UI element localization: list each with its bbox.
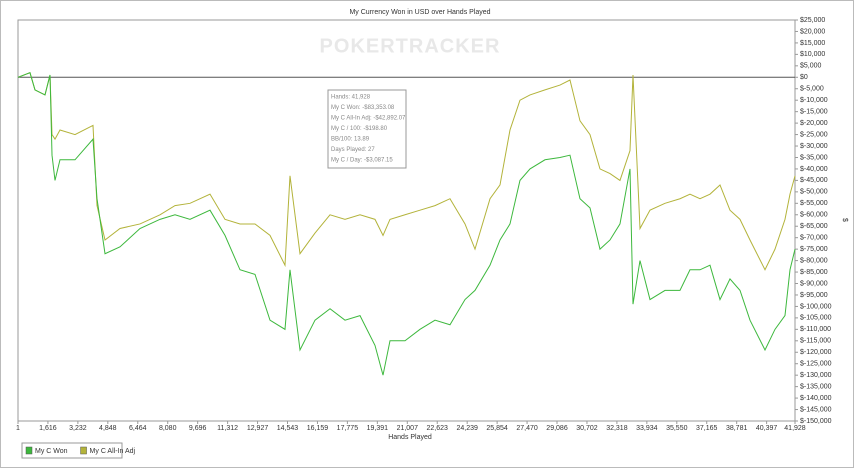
legend-swatch bbox=[80, 446, 87, 455]
y-tick-label: $-60,000 bbox=[800, 212, 828, 219]
y-tick-label: $-20,000 bbox=[800, 120, 828, 127]
y-tick-label: $5,000 bbox=[800, 63, 822, 70]
y-tick-label: $-115,000 bbox=[800, 338, 831, 345]
x-tick-label: 29,086 bbox=[546, 425, 568, 432]
y-axis-title: $ bbox=[841, 218, 848, 222]
x-tick-label: 1 bbox=[16, 425, 20, 432]
x-tick-label: 41,928 bbox=[784, 425, 806, 432]
tooltip-line: My C All-In Adj: -$42,892.07 bbox=[331, 116, 406, 122]
x-axis-title: Hands Played bbox=[388, 434, 432, 441]
y-tick-label: $-145,000 bbox=[800, 406, 832, 413]
x-tick-label: 1,616 bbox=[39, 425, 57, 432]
y-tick-label: $-55,000 bbox=[800, 200, 828, 207]
series-line bbox=[17, 72, 796, 376]
series-line bbox=[17, 72, 796, 271]
x-tick-label: 40,397 bbox=[756, 425, 778, 432]
x-tick-label: 24,239 bbox=[456, 425, 478, 432]
y-tick-label: $-15,000 bbox=[800, 109, 828, 116]
y-tick-label: $10,000 bbox=[800, 51, 825, 58]
y-tick-label: $-120,000 bbox=[800, 349, 832, 356]
y-tick-label: $-45,000 bbox=[800, 177, 828, 184]
x-tick-label: 32,318 bbox=[606, 425, 628, 432]
x-tick-label: 12,927 bbox=[247, 425, 269, 432]
x-tick-label: 19,391 bbox=[367, 425, 389, 432]
plot-area bbox=[17, 19, 796, 422]
tooltip-box bbox=[327, 89, 407, 169]
x-tick-label: 4,848 bbox=[99, 425, 117, 432]
chart-title: My Currency Won in USD over Hands Played bbox=[349, 9, 490, 16]
y-tick-label: $-100,000 bbox=[800, 303, 832, 310]
y-tick-label: $-50,000 bbox=[800, 189, 828, 196]
legend-label: My C Won bbox=[35, 448, 68, 455]
x-tick-label: 8,080 bbox=[159, 425, 177, 432]
tooltip: Hands: 41,928 My C Won: -$83,353.08 My C A… bbox=[327, 89, 407, 169]
tooltip-line: My C / 100: -$198.80 bbox=[331, 126, 388, 132]
legend-label: My C All-In Adj bbox=[90, 448, 136, 455]
x-tick-label: 25,854 bbox=[486, 425, 508, 432]
legend-box bbox=[21, 442, 123, 459]
y-tick-label: $-130,000 bbox=[800, 372, 832, 379]
x-tick-label: 38,781 bbox=[726, 425, 748, 432]
x-tick-label: 14,543 bbox=[277, 425, 299, 432]
y-tick-label: $25,000 bbox=[800, 17, 825, 24]
y-tick-label: $0 bbox=[800, 74, 808, 81]
y-tick-label: $-25,000 bbox=[800, 131, 828, 138]
x-tick-label: 37,165 bbox=[696, 425, 718, 432]
y-tick-label: $-105,000 bbox=[800, 315, 832, 322]
y-tick-label: $15,000 bbox=[800, 40, 825, 47]
x-tick-label: 35,550 bbox=[666, 425, 688, 432]
tooltip-line: Hands: 41,928 bbox=[331, 95, 371, 101]
y-tick-label: $-80,000 bbox=[800, 257, 828, 264]
y-tick-label: $-75,000 bbox=[800, 246, 828, 253]
x-tick-label: 9,696 bbox=[189, 425, 207, 432]
y-tick-label: $-125,000 bbox=[800, 361, 832, 368]
y-tick-label: $-110,000 bbox=[800, 326, 831, 333]
tooltip-line: BB/100: 13.89 bbox=[331, 137, 370, 143]
tooltip-line: My C Won: -$83,353.08 bbox=[331, 105, 395, 111]
x-tick-label: 21,007 bbox=[397, 425, 419, 432]
y-tick-label: $-5,000 bbox=[800, 86, 824, 93]
y-tick-label: $-90,000 bbox=[800, 280, 828, 287]
y-tick-label: $20,000 bbox=[800, 28, 825, 35]
x-tick-label: 27,470 bbox=[516, 425, 538, 432]
y-tick-label: $-85,000 bbox=[800, 269, 828, 276]
y-tick-label: $-135,000 bbox=[800, 383, 832, 390]
y-tick-label: $-150,000 bbox=[800, 418, 832, 425]
y-tick-label: $-10,000 bbox=[800, 97, 828, 104]
watermark: POKERTRACKER bbox=[320, 35, 501, 57]
x-tick-label: 16,159 bbox=[307, 425, 329, 432]
x-tick-label: 6,464 bbox=[129, 425, 147, 432]
tooltip-line: Days Played: 27 bbox=[331, 147, 375, 153]
x-tick-label: 30,702 bbox=[576, 425, 598, 432]
legend-swatch bbox=[25, 446, 33, 455]
x-tick-label: 3,232 bbox=[69, 425, 87, 432]
y-tick-label: $-70,000 bbox=[800, 235, 828, 242]
x-tick-label: 11,312 bbox=[217, 425, 238, 432]
y-tick-label: $-140,000 bbox=[800, 395, 832, 402]
y-tick-label: $-35,000 bbox=[800, 154, 828, 161]
y-tick-label: $-95,000 bbox=[800, 292, 828, 299]
y-tick-label: $-30,000 bbox=[800, 143, 828, 150]
y-tick-label: $-65,000 bbox=[800, 223, 828, 230]
y-tick-label: $-40,000 bbox=[800, 166, 828, 173]
tooltip-line: My C / Day: -$3,087.15 bbox=[331, 158, 393, 164]
x-tick-label: 33,934 bbox=[636, 425, 658, 432]
x-tick-label: 22,623 bbox=[427, 425, 449, 432]
x-tick-label: 17,775 bbox=[337, 425, 359, 432]
